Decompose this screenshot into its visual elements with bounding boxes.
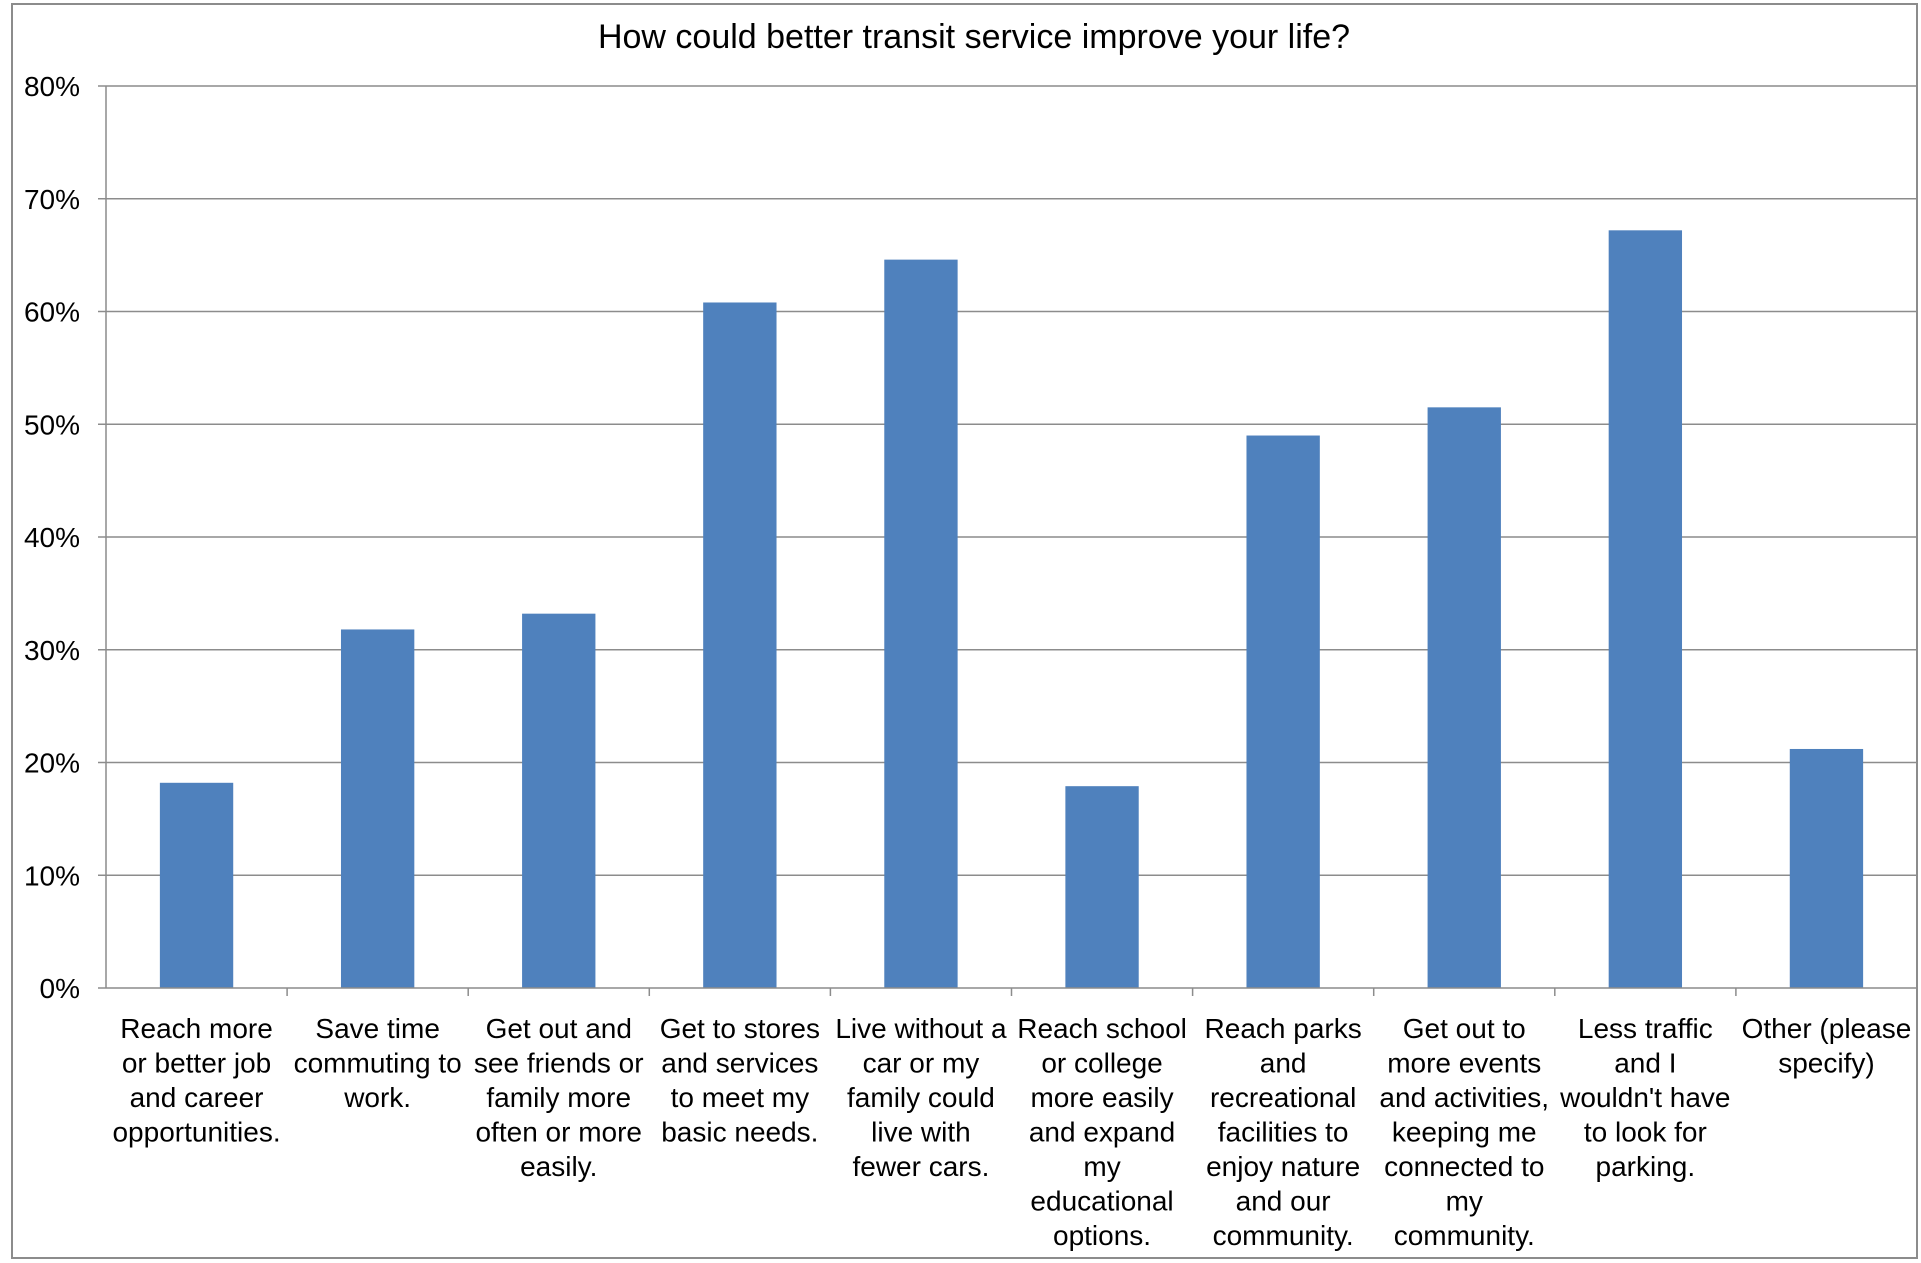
y-axis-tick-labels: 0% 10% 20% 30% 40% 50% 60% 70% 80%	[24, 71, 80, 1004]
bar	[1789, 748, 1864, 988]
x-category-label-line: commuting to	[294, 1048, 462, 1079]
x-category-label-line: and career	[130, 1082, 264, 1113]
x-category-label-line: car or my	[863, 1048, 980, 1079]
x-category-label-line: recreational	[1210, 1082, 1356, 1113]
x-category-label-line: and services	[661, 1048, 818, 1079]
x-category-label-line: and our	[1236, 1186, 1331, 1217]
x-category-label-line: easily.	[520, 1151, 597, 1182]
bar	[522, 613, 596, 988]
y-tick-label: 70%	[24, 184, 80, 215]
x-category-label-line: family could	[847, 1082, 995, 1113]
x-category-label-line: Reach school	[1017, 1013, 1187, 1044]
x-category-label-line: facilities to	[1218, 1117, 1349, 1148]
x-category-label-line: and activities,	[1379, 1082, 1549, 1113]
bar	[1246, 435, 1320, 988]
x-category-label-line: keeping me	[1392, 1117, 1537, 1148]
bar	[1608, 230, 1683, 988]
y-tick-label: 80%	[24, 71, 80, 102]
axes	[98, 85, 1918, 996]
x-category-label-line: Get to stores	[660, 1013, 820, 1044]
x-category-label-line: more events	[1387, 1048, 1541, 1079]
x-category-label-line: specify)	[1778, 1048, 1874, 1079]
x-category-label-line: educational	[1030, 1186, 1173, 1217]
x-category-label: Reach school or college more easily and exp…	[1017, 1013, 1187, 1251]
x-category-label-line: enjoy nature	[1206, 1151, 1360, 1182]
x-category-label-line: my	[1446, 1186, 1483, 1217]
x-category-label-line: work.	[343, 1082, 411, 1113]
x-category-label-line: live with	[871, 1117, 971, 1148]
x-axis-category-labels: Reach more or better job and career opportu…	[112, 1013, 1911, 1251]
y-tick-label: 10%	[24, 860, 80, 891]
x-category-label: Get to stores and services to meet my basic…	[660, 1013, 820, 1148]
x-category-label-line: basic needs.	[661, 1117, 818, 1148]
x-category-label-line: Less traffic	[1578, 1013, 1713, 1044]
x-category-label-line: more easily	[1030, 1082, 1173, 1113]
bar	[884, 259, 958, 988]
y-tick-label: 20%	[24, 748, 80, 779]
y-tick-label: 50%	[24, 409, 80, 440]
x-category-label-line: Get out to	[1403, 1013, 1526, 1044]
bar	[703, 302, 777, 989]
chart-frame	[11, 3, 1918, 1259]
x-category-label-line: community.	[1394, 1220, 1535, 1251]
x-category-label-line: to meet my	[671, 1082, 809, 1113]
x-category-label-line: my	[1083, 1151, 1120, 1182]
x-category-label-line: fewer cars.	[852, 1151, 989, 1182]
bar	[1427, 407, 1501, 988]
x-category-label-line: and I	[1614, 1048, 1676, 1079]
x-category-label-line: options.	[1053, 1220, 1151, 1251]
x-category-label: Save time commuting to work.	[294, 1013, 462, 1113]
x-category-label-line: parking.	[1596, 1151, 1696, 1182]
x-category-label-line: Reach parks	[1205, 1013, 1362, 1044]
y-tick-label: 40%	[24, 522, 80, 553]
bar	[159, 782, 234, 988]
chart-title: How could better transit service improve…	[598, 18, 1350, 56]
bars	[159, 230, 1864, 989]
x-category-label: Reach more or better job and career opportu…	[112, 1013, 280, 1148]
x-category-label-line: often or more	[475, 1117, 642, 1148]
x-category-label-line: and expand	[1029, 1117, 1175, 1148]
y-tick-label: 30%	[24, 635, 80, 666]
x-category-label-line: or college	[1041, 1048, 1162, 1079]
x-category-label-line: or better job	[122, 1048, 271, 1079]
bar	[340, 629, 415, 988]
x-category-label-line: Live without a	[835, 1013, 1007, 1044]
x-category-label: Get out and see friends or family more ofte…	[474, 1013, 644, 1182]
x-category-label-line: opportunities.	[112, 1117, 280, 1148]
x-category-label-line: Other (please	[1742, 1013, 1912, 1044]
y-tick-label: 60%	[24, 297, 80, 328]
y-tick-label: 0%	[40, 973, 80, 1004]
x-category-label-line: Reach more	[120, 1013, 273, 1044]
x-category-label-line: connected to	[1384, 1151, 1544, 1182]
x-category-label-line: community.	[1213, 1220, 1354, 1251]
x-category-label-line: Get out and	[486, 1013, 632, 1044]
x-category-label-line: to look for	[1584, 1117, 1707, 1148]
x-category-label-line: and	[1260, 1048, 1307, 1079]
x-category-label-line: see friends or	[474, 1048, 644, 1079]
x-category-label-line: wouldn't have	[1559, 1082, 1730, 1113]
x-category-label: Other (please specify)	[1742, 1013, 1912, 1079]
bar	[1065, 786, 1139, 988]
x-category-label-line: Save time	[315, 1013, 440, 1044]
x-category-label: Get out to more events and activities, keep…	[1379, 1013, 1549, 1251]
x-category-label: Reach parks and recreational facilities to e…	[1205, 1013, 1362, 1251]
x-category-label-line: family more	[486, 1082, 631, 1113]
x-category-label: Live without a car or my family could live …	[835, 1013, 1007, 1182]
